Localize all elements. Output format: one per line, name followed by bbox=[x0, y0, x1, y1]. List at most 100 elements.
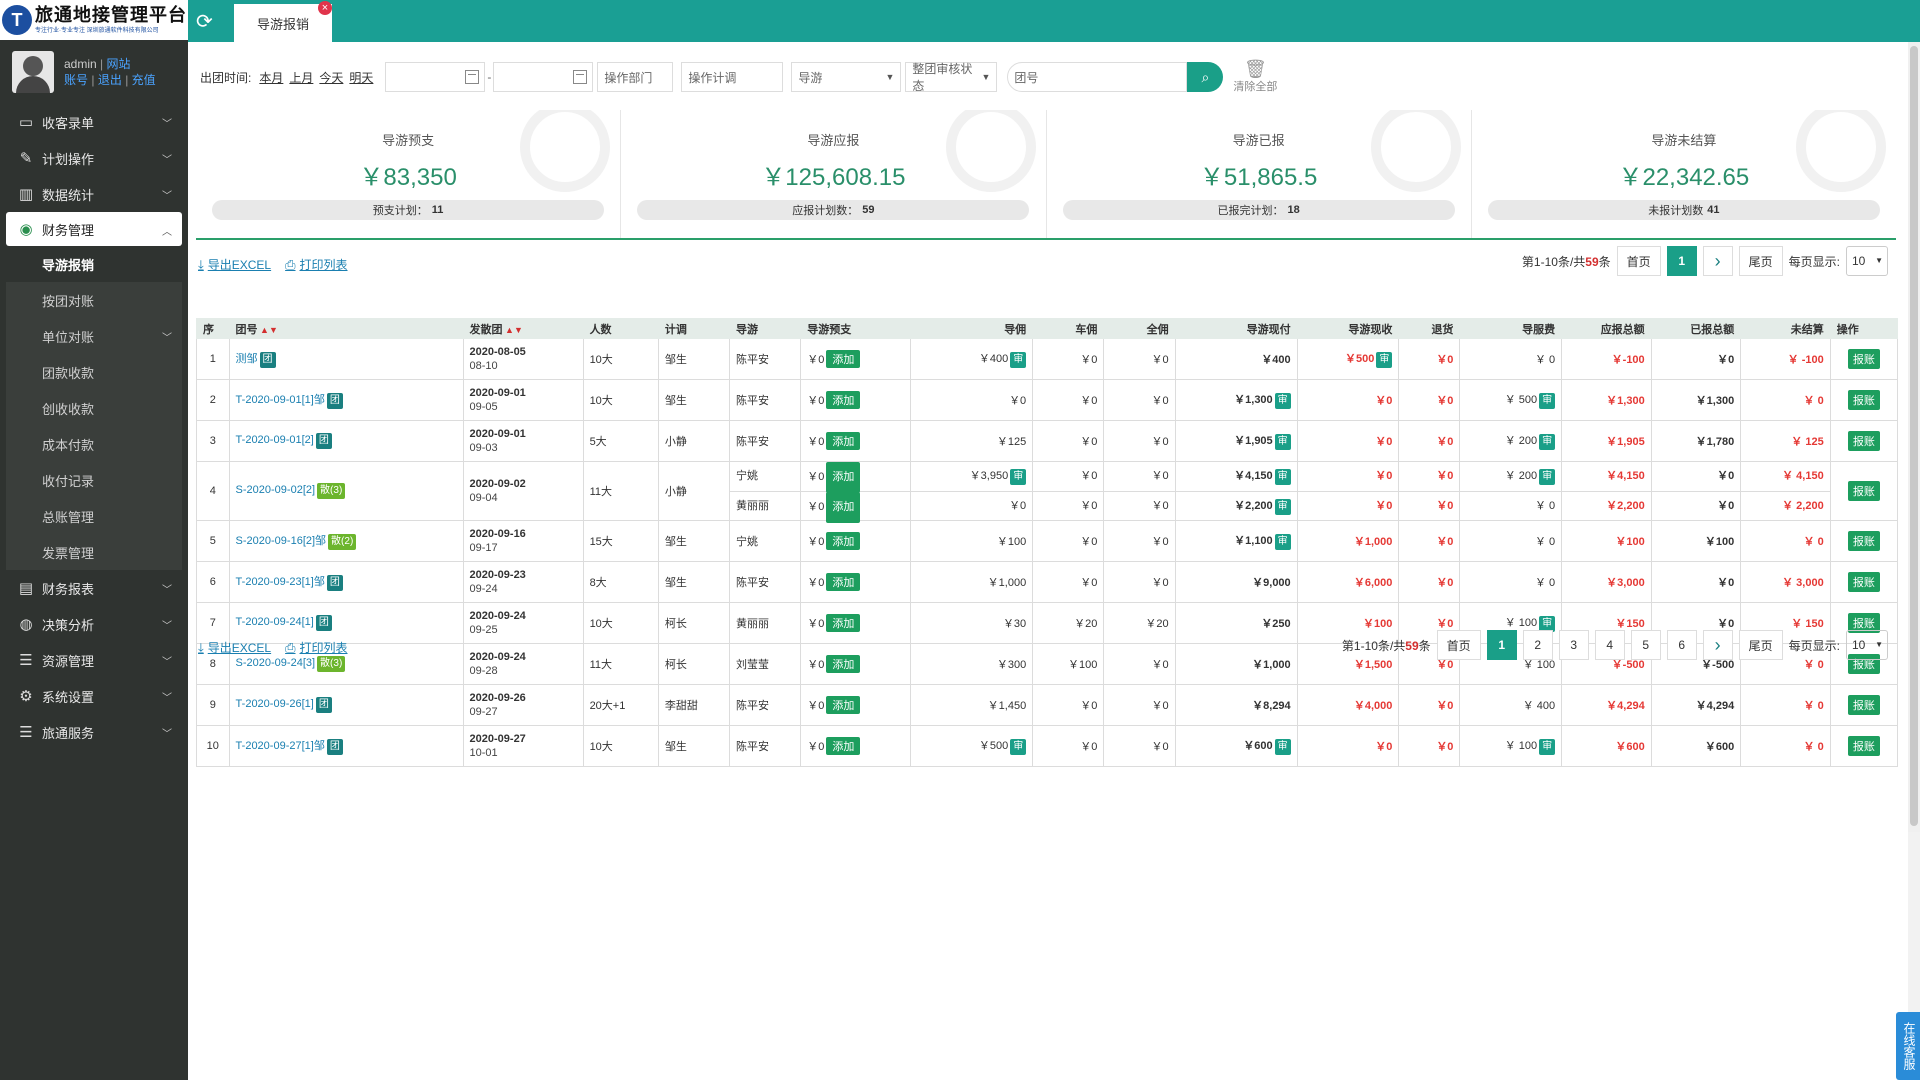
sidebar-item-3[interactable]: ▥ 数据统计 ﹀ bbox=[0, 176, 188, 212]
scrollbar-thumb[interactable] bbox=[1910, 46, 1918, 826]
export-excel-link[interactable]: ⤓ 导出EXCEL bbox=[198, 256, 271, 273]
reimburse-button[interactable]: 报账 bbox=[1847, 736, 1880, 756]
tour-link[interactable]: T-2020-09-24[1] bbox=[235, 616, 314, 628]
add-advance-button[interactable]: 添加 bbox=[826, 532, 861, 550]
planner-input[interactable]: 操作计调 bbox=[681, 62, 784, 92]
tour-link[interactable]: T-2020-09-01[2] bbox=[235, 434, 314, 446]
reimburse-button[interactable]: 报账 bbox=[1847, 349, 1880, 369]
add-advance-button[interactable]: 添加 bbox=[826, 432, 861, 450]
tab-close-icon[interactable]: × bbox=[318, 1, 332, 15]
audit-badge[interactable]: 审 bbox=[1539, 434, 1556, 450]
audit-badge[interactable]: 审 bbox=[1539, 469, 1556, 485]
add-advance-button[interactable]: 添加 bbox=[826, 655, 861, 673]
audit-badge[interactable]: 审 bbox=[1010, 739, 1027, 755]
add-advance-button[interactable]: 添加 bbox=[826, 614, 861, 632]
tour-link[interactable]: 测邹 bbox=[235, 353, 258, 365]
page-button[interactable]: 1 bbox=[1486, 630, 1517, 660]
submenu-item[interactable]: 导游报销 bbox=[6, 246, 182, 282]
tour-link[interactable]: S-2020-09-16[2]邹 bbox=[235, 535, 327, 547]
account-link[interactable]: 账号 bbox=[64, 73, 89, 87]
recharge-link[interactable]: 充值 bbox=[131, 73, 156, 87]
logout-link[interactable]: 退出 bbox=[97, 73, 122, 87]
print-list-link[interactable]: ⎙ 打印列表 bbox=[285, 256, 347, 273]
reimburse-button[interactable]: 报账 bbox=[1847, 695, 1880, 715]
export-excel-link[interactable]: ⤓ 导出EXCEL bbox=[198, 639, 271, 656]
audit-badge[interactable]: 审 bbox=[1274, 393, 1291, 409]
tour-number-input[interactable]: 团号 bbox=[1007, 62, 1188, 92]
next-page-icon[interactable]: › bbox=[1702, 630, 1733, 660]
sidebar-item-1[interactable]: ▭ 收客录单 ﹀ bbox=[0, 104, 188, 140]
audit-badge[interactable]: 审 bbox=[1539, 739, 1556, 755]
sidebar-item-2[interactable]: ✎ 计划操作 ﹀ bbox=[0, 140, 188, 176]
add-advance-button[interactable]: 添加 bbox=[826, 350, 861, 368]
column-header[interactable]: 发散团 ▲▼ bbox=[462, 318, 584, 339]
end-date-input[interactable] bbox=[493, 62, 594, 92]
add-advance-button[interactable]: 添加 bbox=[826, 492, 861, 523]
page-button[interactable]: 6 bbox=[1666, 630, 1697, 660]
reimburse-button[interactable]: 报账 bbox=[1847, 531, 1880, 551]
quick-today[interactable]: 今天 bbox=[319, 70, 344, 85]
submenu-item[interactable]: 创收收款 bbox=[6, 390, 182, 426]
audit-badge[interactable]: 审 bbox=[1010, 352, 1027, 368]
add-advance-button[interactable]: 添加 bbox=[826, 696, 861, 714]
page-button[interactable]: 4 bbox=[1594, 630, 1625, 660]
sidebar-item-9[interactable]: ☰ 旅通服务 ﹀ bbox=[0, 714, 188, 750]
page-button[interactable]: 5 bbox=[1630, 630, 1661, 660]
audit-badge[interactable]: 审 bbox=[1376, 352, 1393, 368]
page-button[interactable]: 1 bbox=[1666, 246, 1697, 276]
refresh-icon[interactable]: ⟳ bbox=[196, 11, 213, 33]
audit-badge[interactable]: 审 bbox=[1274, 434, 1291, 450]
tour-link[interactable]: T-2020-09-01[1]邹 bbox=[235, 394, 325, 406]
add-advance-button[interactable]: 添加 bbox=[826, 391, 861, 409]
page-scrollbar[interactable] bbox=[1908, 42, 1920, 832]
add-advance-button[interactable]: 添加 bbox=[826, 462, 861, 493]
guide-select[interactable]: 导游 ▼ bbox=[791, 62, 902, 92]
audit-status-select[interactable]: 整团审核状态 ▼ bbox=[905, 62, 998, 93]
clear-all-button[interactable]: 🗑 清除全部 bbox=[1233, 60, 1277, 94]
page-size-select[interactable]: 10 bbox=[1846, 630, 1888, 660]
audit-badge[interactable]: 审 bbox=[1539, 393, 1556, 409]
sidebar-item-7[interactable]: ☰ 资源管理 ﹀ bbox=[0, 642, 188, 678]
audit-badge[interactable]: 审 bbox=[1274, 469, 1291, 485]
print-list-link[interactable]: ⎙ 打印列表 bbox=[285, 639, 347, 656]
first-page-button[interactable]: 首页 bbox=[1436, 630, 1481, 660]
audit-badge[interactable]: 审 bbox=[1274, 499, 1291, 515]
column-header[interactable]: 团号 ▲▼ bbox=[228, 318, 464, 339]
sidebar-item-4[interactable]: ◉ 财务管理 ︿ bbox=[6, 212, 182, 246]
submenu-item[interactable]: 收付记录 bbox=[6, 462, 182, 498]
app-logo[interactable]: T 旅通地接管理平台 专注行业·专业专注 深圳旅通软件科技有限公司 bbox=[0, 0, 188, 40]
last-page-button[interactable]: 尾页 bbox=[1738, 630, 1783, 660]
tour-link[interactable]: S-2020-09-24[3] bbox=[235, 657, 316, 669]
audit-badge[interactable]: 审 bbox=[1010, 469, 1027, 485]
quick-last-month[interactable]: 上月 bbox=[289, 70, 314, 85]
start-date-input[interactable] bbox=[385, 62, 486, 92]
tour-link[interactable]: T-2020-09-26[1] bbox=[235, 698, 314, 710]
quick-tomorrow[interactable]: 明天 bbox=[349, 70, 374, 85]
submenu-item[interactable]: 单位对账 ﹀ bbox=[6, 318, 182, 354]
tour-link[interactable]: T-2020-09-23[1]邹 bbox=[235, 576, 325, 588]
submenu-item[interactable]: 按团对账 bbox=[6, 282, 182, 318]
avatar[interactable] bbox=[12, 51, 54, 93]
quick-this-month[interactable]: 本月 bbox=[259, 70, 284, 85]
reimburse-button[interactable]: 报账 bbox=[1847, 613, 1880, 633]
submenu-item[interactable]: 团款收款 bbox=[6, 354, 182, 390]
tour-link[interactable]: T-2020-09-27[1]邹 bbox=[235, 740, 325, 752]
tab-guide-reimburse[interactable]: 导游报销 bbox=[234, 4, 332, 42]
submenu-item[interactable]: 发票管理 bbox=[6, 534, 182, 570]
sidebar-item-6[interactable]: ◍ 决策分析 ﹀ bbox=[0, 606, 188, 642]
audit-badge[interactable]: 审 bbox=[1539, 616, 1556, 632]
add-advance-button[interactable]: 添加 bbox=[826, 573, 861, 591]
reimburse-button[interactable]: 报账 bbox=[1847, 390, 1880, 410]
first-page-button[interactable]: 首页 bbox=[1616, 246, 1661, 276]
submenu-item[interactable]: 总账管理 bbox=[6, 498, 182, 534]
last-page-button[interactable]: 尾页 bbox=[1738, 246, 1783, 276]
sidebar-item-5[interactable]: ▤ 财务报表 ﹀ bbox=[0, 570, 188, 606]
online-service-button[interactable]: 在线客服 bbox=[1896, 1012, 1920, 1080]
submenu-item[interactable]: 成本付款 bbox=[6, 426, 182, 462]
reimburse-button[interactable]: 报账 bbox=[1847, 481, 1880, 501]
audit-badge[interactable]: 审 bbox=[1274, 534, 1291, 550]
tour-link[interactable]: S-2020-09-02[2] bbox=[235, 484, 316, 496]
search-button[interactable]: ⌕ bbox=[1187, 62, 1224, 92]
page-size-select[interactable]: 10 bbox=[1846, 246, 1888, 276]
reimburse-button[interactable]: 报账 bbox=[1847, 572, 1880, 592]
